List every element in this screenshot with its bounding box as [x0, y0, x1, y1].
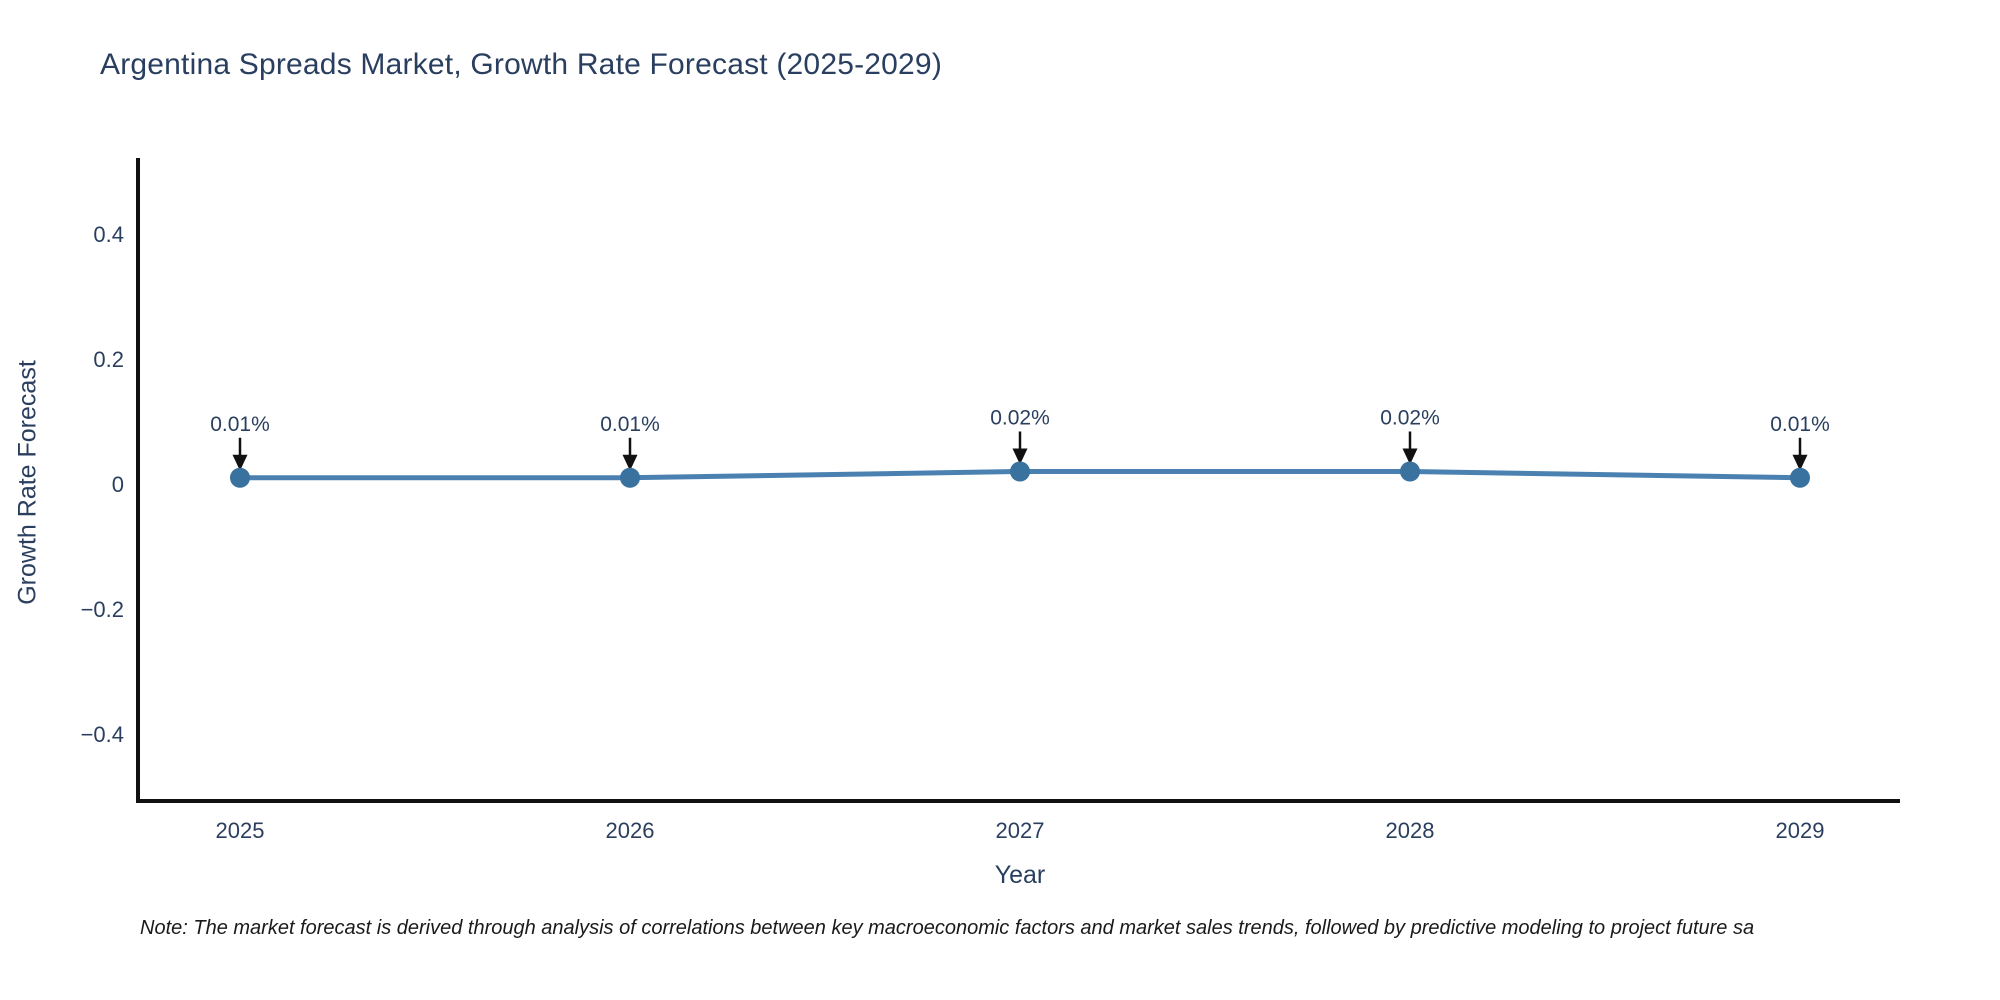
x-tick-label: 2027: [996, 818, 1045, 843]
annotation-label: 0.02%: [990, 407, 1050, 430]
annotation-arrow-head: [622, 454, 638, 471]
data-point[interactable]: [1010, 461, 1030, 482]
x-tick-label: 2029: [1776, 818, 1825, 843]
annotation-label: 0.01%: [600, 413, 660, 436]
annotation-arrow-head: [1012, 448, 1028, 465]
annotation-label: 0.01%: [1770, 413, 1830, 436]
chart-title: Argentina Spreads Market, Growth Rate Fo…: [100, 48, 943, 81]
x-tick-label: 2025: [216, 818, 265, 843]
data-point[interactable]: [1400, 461, 1420, 482]
annotation-label: 0.02%: [1380, 407, 1440, 430]
x-axis-title: Year: [994, 861, 1046, 889]
y-tick-label: 0.2: [93, 347, 124, 372]
annotation-arrow-head: [232, 454, 248, 471]
y-tick-label: −0.2: [81, 597, 124, 622]
data-point[interactable]: [230, 467, 250, 488]
y-tick-label: 0: [112, 472, 124, 497]
annotation-label: 0.01%: [210, 413, 270, 436]
annotation-arrow-head: [1402, 448, 1418, 465]
data-point[interactable]: [620, 467, 640, 488]
y-tick-label: 0.4: [93, 222, 124, 247]
y-tick-label: −0.4: [81, 722, 124, 747]
data-point[interactable]: [1790, 467, 1810, 488]
x-tick-label: 2026: [606, 818, 655, 843]
annotation-arrow-head: [1792, 454, 1808, 471]
x-tick-label: 2028: [1386, 818, 1435, 843]
chart-note: Note: The market forecast is derived thr…: [140, 917, 1755, 939]
